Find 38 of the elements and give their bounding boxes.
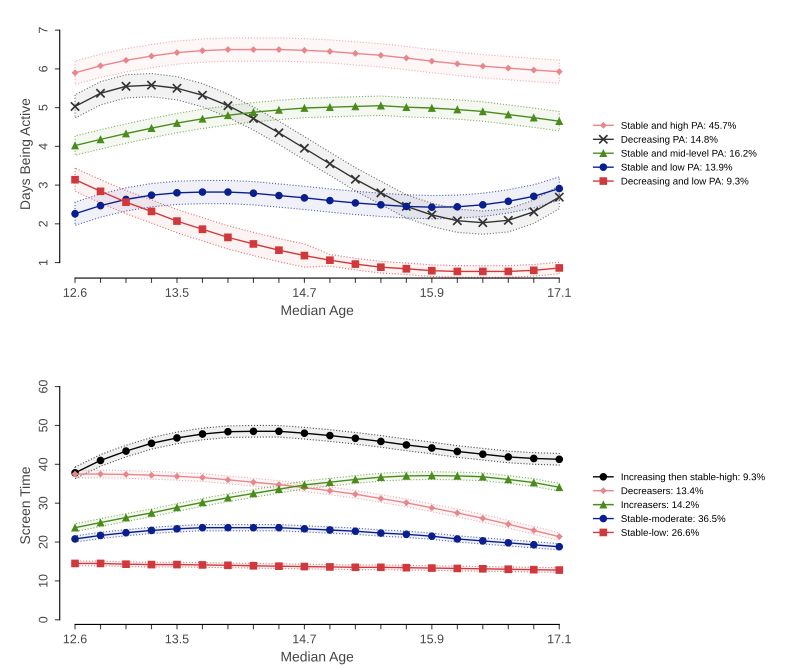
legend-label: Increasing then stable-high: 9.3% [622, 473, 765, 482]
x-tick-label: 14.7 [293, 634, 316, 644]
y-tick-label: 6 [38, 66, 48, 72]
legend-label: Stable and mid-level PA: 16.2% [621, 150, 756, 157]
legend-label: Stable-low: 26.6% [621, 528, 699, 536]
y-tick-label: 1 [38, 260, 48, 266]
legend-label: Decreasing and low PA: 9.3% [622, 177, 748, 186]
x-axis-title: Median Age [282, 304, 354, 318]
legend-label: Decreasing PA: 14.8% [622, 136, 718, 145]
y-tick-label: 4 [38, 143, 48, 150]
y-tick-label: 7 [38, 27, 48, 33]
x-tick-label: 15.9 [420, 288, 444, 297]
legend-label: Stable-moderate: 36.5% [621, 514, 726, 522]
x-tick-label: 13.5 [166, 288, 189, 297]
x-axis-title: Median Age [282, 651, 354, 664]
y-axis-title: Screen Time [20, 467, 30, 544]
legend-label: Stable and high PA: 45.7% [621, 122, 736, 131]
x-tick-label: 12.6 [64, 634, 87, 644]
y-tick-label: 5 [38, 104, 48, 111]
y-tick-label: 50 [38, 418, 48, 432]
y-tick-label: 3 [38, 182, 48, 188]
x-tick-label: 12.6 [64, 288, 87, 297]
y-tick-label: 0 [38, 616, 48, 623]
legend-label: Decreasers: 13.4% [622, 487, 704, 494]
y-tick-label: 10 [38, 574, 48, 587]
x-tick-label: 13.5 [166, 634, 189, 644]
legend-label: Increasers: 14.2% [622, 501, 699, 508]
x-tick-label: 15.9 [420, 634, 444, 644]
y-tick-label: 30 [38, 496, 48, 510]
y-tick-label: 2 [38, 220, 48, 227]
x-tick-label: 14.7 [293, 288, 316, 297]
legend-label: Stable and low PA: 13.9% [621, 163, 732, 171]
y-tick-label: 40 [38, 458, 48, 471]
x-tick-label: 17.1 [548, 634, 571, 644]
y-tick-label: 60 [38, 380, 48, 393]
y-tick-label: 20 [38, 536, 48, 548]
y-axis-title: Days Being Active [20, 98, 33, 209]
x-tick-label: 17.1 [548, 288, 571, 297]
